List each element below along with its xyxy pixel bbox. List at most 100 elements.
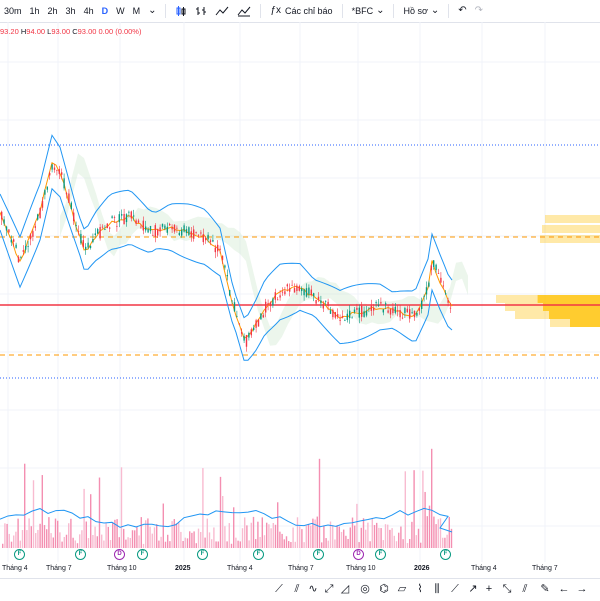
annotation-icon[interactable]: ⫽ bbox=[522, 583, 528, 595]
interval-dropdown-chevron-icon[interactable]: ⌄ bbox=[148, 5, 157, 16]
event-marker[interactable]: F bbox=[313, 549, 324, 560]
candle-body bbox=[8, 229, 10, 233]
volume-bar bbox=[54, 518, 57, 548]
line-chart-icon[interactable] bbox=[211, 0, 233, 22]
undo-icon[interactable]: ↶ bbox=[458, 5, 467, 16]
volume-bar bbox=[307, 524, 310, 548]
candle-body bbox=[411, 312, 413, 314]
brush-icon[interactable]: ∿ bbox=[308, 583, 318, 595]
volume-bar bbox=[301, 529, 303, 548]
interval-4h[interactable]: 4h bbox=[83, 6, 94, 16]
candle-body bbox=[224, 265, 226, 268]
candle-body bbox=[447, 300, 449, 303]
bar-chart-icon[interactable] bbox=[191, 0, 211, 22]
volume-bar bbox=[446, 534, 448, 548]
interval-w[interactable]: W bbox=[116, 6, 125, 16]
eye-icon[interactable]: ↗ bbox=[468, 583, 478, 595]
volume-bar bbox=[252, 516, 255, 548]
event-marker[interactable]: F bbox=[253, 549, 264, 560]
volume-bar bbox=[96, 536, 98, 548]
volume-bar bbox=[2, 543, 4, 548]
volume-bar bbox=[398, 532, 400, 548]
candle-body bbox=[166, 226, 168, 233]
top-toolbar: 30m 1h 2h 3h 4h D W M ⌄ ƒx Các chỉ báo *… bbox=[0, 0, 600, 23]
crosshair-icon[interactable]: + bbox=[485, 583, 493, 595]
volume-ma-line bbox=[0, 507, 453, 533]
trash-icon[interactable]: ✎ bbox=[540, 583, 550, 595]
event-marker[interactable]: F bbox=[137, 549, 148, 560]
volume-profile-bar bbox=[540, 235, 600, 243]
volume-bar bbox=[15, 531, 17, 548]
volume-bar bbox=[380, 528, 382, 548]
interval-3h[interactable]: 3h bbox=[65, 6, 76, 16]
volume-bar bbox=[76, 543, 79, 548]
interval-30m[interactable]: 30m bbox=[4, 6, 22, 16]
volume-bar bbox=[147, 518, 149, 548]
volume-bar bbox=[246, 525, 248, 548]
candle-body bbox=[51, 164, 53, 170]
candle-body bbox=[70, 202, 72, 210]
time-axis[interactable]: Tháng 4 Tháng 7 Tháng 10 2025 Tháng 4 Th… bbox=[0, 562, 600, 576]
arrow-right-icon[interactable]: → bbox=[576, 583, 588, 595]
interval-1h[interactable]: 1h bbox=[29, 6, 40, 16]
interval-m[interactable]: M bbox=[132, 6, 141, 16]
pitchfork-icon[interactable]: ⫽ bbox=[294, 583, 300, 595]
volume-bar bbox=[63, 536, 65, 548]
volume-bar bbox=[389, 529, 391, 548]
candle-body bbox=[413, 311, 416, 318]
lock-icon[interactable]: ⟋ bbox=[451, 583, 459, 595]
magnet-icon[interactable]: ⫼ bbox=[434, 583, 440, 595]
pattern-icon[interactable]: ◿ bbox=[340, 583, 350, 595]
event-marker[interactable]: F bbox=[14, 549, 25, 560]
event-marker[interactable]: F bbox=[75, 549, 86, 560]
candle-body bbox=[77, 230, 80, 232]
candle-body bbox=[233, 302, 236, 312]
volume-bar bbox=[175, 523, 178, 548]
arrow-left-icon[interactable]: ← bbox=[558, 583, 570, 595]
ruler-icon[interactable]: ⤡ bbox=[502, 583, 512, 595]
volume-bar bbox=[37, 529, 39, 548]
volume-bar bbox=[149, 526, 151, 548]
volume-bar bbox=[68, 523, 70, 548]
event-marker[interactable]: D bbox=[114, 549, 125, 560]
price-chart[interactable] bbox=[0, 22, 600, 562]
volume-bar bbox=[336, 525, 338, 548]
candle-body bbox=[428, 282, 430, 287]
prediction-icon[interactable]: ◎ bbox=[360, 583, 370, 595]
text-icon[interactable]: ⤢ bbox=[324, 583, 334, 595]
volume-bar bbox=[90, 494, 92, 548]
symbol-compare-button[interactable]: *BFC ⌄ bbox=[348, 0, 389, 22]
event-marker[interactable]: D bbox=[353, 549, 364, 560]
indicators-button[interactable]: ƒx Các chỉ báo bbox=[266, 0, 336, 22]
event-marker[interactable]: F bbox=[440, 549, 451, 560]
trendline-icon[interactable]: ⟋ bbox=[275, 583, 283, 595]
volume-bar bbox=[314, 519, 316, 548]
volume-bar bbox=[142, 543, 145, 548]
candle-body bbox=[380, 302, 382, 304]
candle-body bbox=[423, 296, 425, 298]
event-marker[interactable]: F bbox=[375, 549, 386, 560]
volume-bar bbox=[213, 527, 215, 548]
candle-body bbox=[245, 335, 248, 347]
shapes-icon[interactable]: ⌬ bbox=[379, 583, 389, 595]
volume-bar bbox=[299, 526, 301, 548]
volume-bar bbox=[129, 537, 131, 548]
interval-d[interactable]: D bbox=[101, 6, 109, 16]
measure-icon[interactable]: ▱ bbox=[397, 583, 407, 595]
candlestick-icon[interactable] bbox=[171, 0, 191, 22]
volume-bar bbox=[404, 471, 406, 548]
interval-2h[interactable]: 2h bbox=[47, 6, 58, 16]
volume-bar bbox=[74, 540, 76, 548]
volume-bar bbox=[6, 523, 8, 548]
volume-bar bbox=[61, 541, 63, 548]
zoom-icon[interactable]: ⌇ bbox=[417, 583, 423, 595]
event-marker[interactable]: F bbox=[197, 549, 208, 560]
candle-body bbox=[440, 277, 442, 283]
candle-body bbox=[248, 332, 250, 338]
volume-bar bbox=[303, 542, 305, 548]
candle-body bbox=[385, 303, 387, 305]
volume-bar bbox=[327, 540, 329, 548]
profile-button[interactable]: Hồ sơ ⌄ bbox=[399, 0, 443, 22]
redo-icon[interactable]: ↷ bbox=[474, 5, 484, 16]
area-chart-icon[interactable] bbox=[233, 0, 255, 22]
